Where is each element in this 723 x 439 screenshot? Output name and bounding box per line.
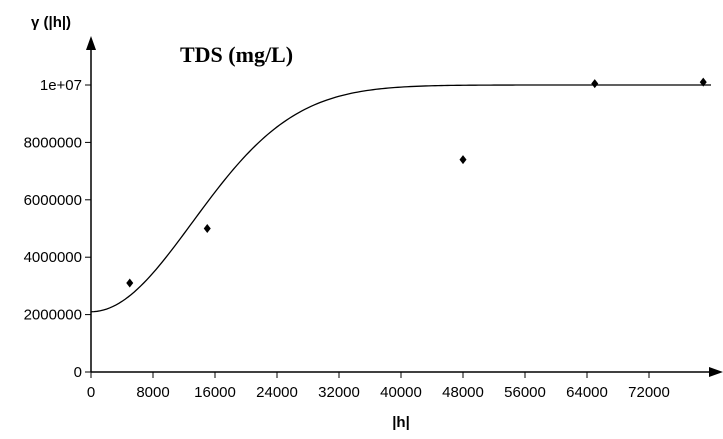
x-tick-label: 8000 (136, 384, 169, 401)
data-point (699, 77, 707, 87)
x-tick-label: 48000 (442, 384, 484, 401)
x-tick-label: 32000 (318, 384, 360, 401)
y-tick-label: 8000000 (24, 134, 82, 151)
y-tick-label: 1e+07 (40, 77, 82, 94)
x-tick-label: 72000 (628, 384, 670, 401)
y-axis-arrow (86, 36, 96, 50)
x-tick-label: 40000 (380, 384, 422, 401)
axes (86, 36, 723, 377)
x-axis-arrow (709, 367, 723, 377)
x-tick-label: 0 (87, 384, 95, 401)
model-curve (90, 84, 711, 313)
y-axis-title: γ (|h|) (31, 14, 71, 31)
model-curve-layer (90, 84, 711, 313)
data-point (126, 278, 134, 288)
data-point (591, 79, 599, 89)
data-point (203, 224, 211, 233)
x-axis-title: |h| (392, 414, 410, 431)
x-tick-label: 56000 (504, 384, 546, 401)
y-tick-label: 0 (74, 364, 82, 381)
y-axis-ticks: 0 2000000 4000000 6000000 8000000 1e+07 (24, 77, 91, 381)
x-tick-label: 16000 (194, 384, 236, 401)
chart-title: TDS (mg/L) (180, 42, 293, 67)
data-point (459, 155, 467, 165)
y-tick-label: 2000000 (24, 307, 82, 324)
y-tick-label: 4000000 (24, 249, 82, 266)
x-tick-label: 24000 (256, 384, 298, 401)
data-points-layer (126, 77, 707, 288)
y-tick-label: 6000000 (24, 192, 82, 209)
x-axis-ticks: 0 8000 16000 24000 32000 40000 48000 56000 64000… (87, 372, 670, 401)
x-tick-label: 64000 (566, 384, 608, 401)
